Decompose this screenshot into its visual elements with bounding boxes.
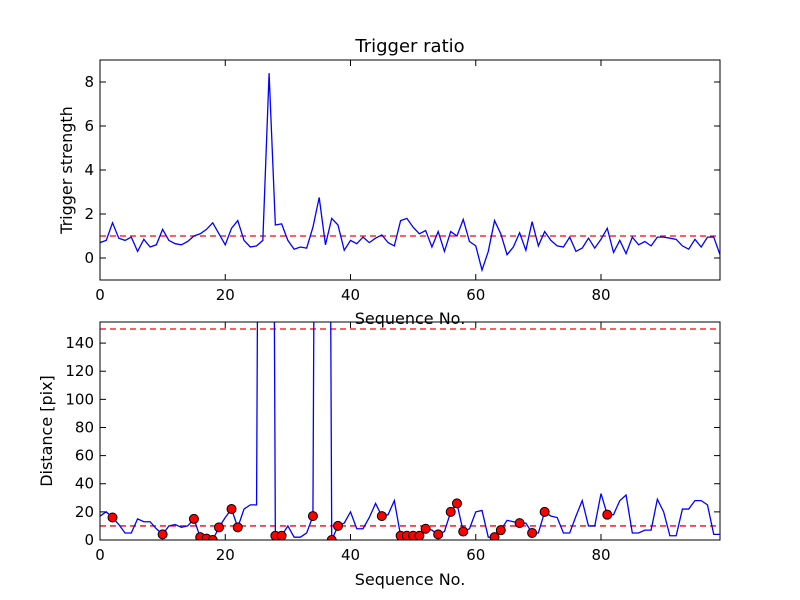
x-tick-label: 0 <box>95 286 105 304</box>
x-axis-label: Sequence No. <box>355 570 466 589</box>
trigger-ratio-chart: Trigger ratio Trigger strength Sequence … <box>57 36 721 328</box>
y-tick-label: 60 <box>75 447 94 465</box>
data-point <box>213 522 224 533</box>
tick-group: 0 20 40 60 80 0 2 4 6 8 <box>84 60 720 304</box>
data-point <box>539 506 550 517</box>
y-tick-label: 40 <box>75 475 94 493</box>
axes-frame <box>99 321 721 541</box>
distance-chart: Distance [pix] Sequence No. 0 20 40 60 80 0 20… <box>37 321 721 589</box>
y-axis-label: Trigger strength <box>57 106 76 235</box>
data-point <box>489 532 500 540</box>
data-point <box>157 529 168 540</box>
x-tick-label: 60 <box>466 546 485 564</box>
y-axis-label: Distance [pix] <box>37 375 56 487</box>
y-tick-label: 4 <box>84 161 94 179</box>
data-point <box>188 513 199 524</box>
data-point <box>602 509 613 520</box>
chart-title: Trigger ratio <box>354 36 464 57</box>
axes-frame <box>99 59 721 281</box>
data-point <box>332 520 343 531</box>
y-tick-label: 0 <box>84 531 94 549</box>
data-point <box>376 511 387 522</box>
data-point <box>514 518 525 529</box>
y-tick-label: 140 <box>65 334 94 352</box>
tick-group: 0 20 40 60 80 0 20 40 60 80 100 120 140 <box>65 322 720 564</box>
data-point <box>226 504 237 515</box>
data-point <box>433 529 444 540</box>
y-tick-label: 120 <box>65 362 94 380</box>
plot-area <box>100 73 720 273</box>
data-point <box>527 527 538 538</box>
y-tick-label: 80 <box>75 418 94 436</box>
data-point <box>232 522 243 533</box>
y-tick-label: 0 <box>84 249 94 267</box>
x-tick-label: 20 <box>216 546 235 564</box>
data-point <box>414 530 425 540</box>
data-point <box>451 498 462 509</box>
data-point <box>107 512 118 523</box>
x-tick-label: 0 <box>95 546 105 564</box>
x-tick-label: 80 <box>591 286 610 304</box>
data-point <box>495 525 506 536</box>
x-tick-label: 80 <box>591 546 610 564</box>
data-point <box>458 526 469 537</box>
y-tick-label: 6 <box>84 117 94 135</box>
data-point <box>276 530 287 540</box>
x-tick-label: 60 <box>466 286 485 304</box>
data-point <box>445 506 456 517</box>
y-tick-label: 20 <box>75 503 94 521</box>
series-line <box>100 73 720 273</box>
x-tick-label: 40 <box>341 546 360 564</box>
x-axis-label: Sequence No. <box>355 309 466 328</box>
x-tick-label: 40 <box>341 286 360 304</box>
y-tick-label: 8 <box>84 73 94 91</box>
y-tick-label: 100 <box>65 390 94 408</box>
x-tick-label: 20 <box>216 286 235 304</box>
y-tick-label: 2 <box>84 205 94 223</box>
data-point <box>207 535 218 540</box>
data-point <box>307 511 318 522</box>
data-point <box>326 535 337 540</box>
plot-area <box>100 322 720 540</box>
series-line <box>100 322 720 540</box>
data-point <box>420 523 431 534</box>
